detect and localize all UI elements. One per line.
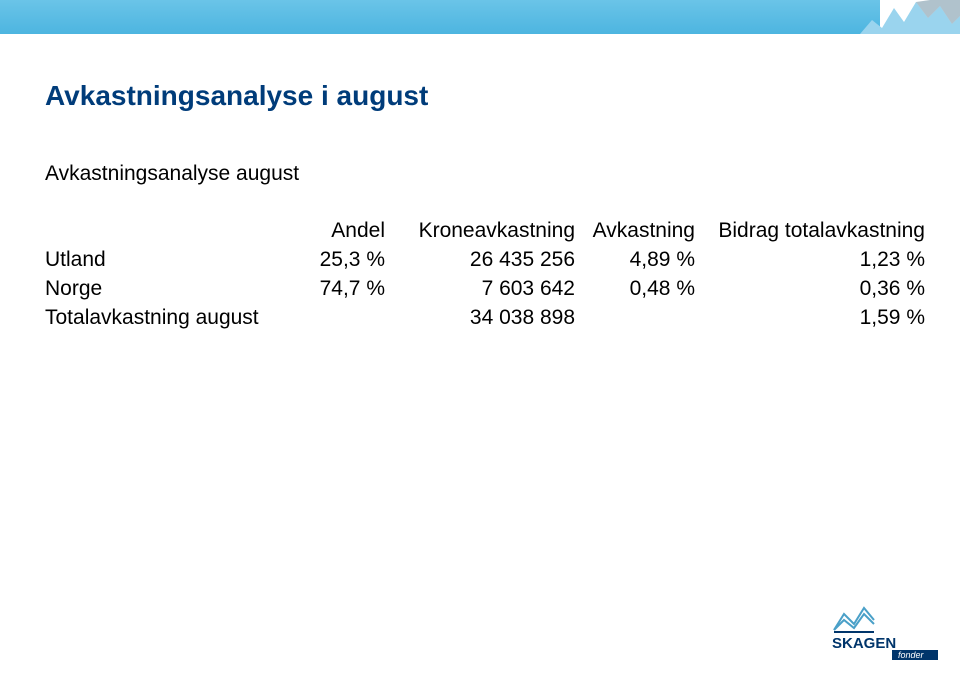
col-header-bidrag: Bidrag totalavkastning	[695, 216, 925, 245]
returns-table: Andel Kroneavkastning Avkastning Bidrag …	[45, 216, 925, 332]
logo-brand-text: SKAGEN	[832, 635, 896, 652]
cell-bidrag: 0,36 %	[695, 274, 925, 303]
col-header-andel: Andel	[305, 216, 385, 245]
col-header-krone: Kroneavkastning	[385, 216, 575, 245]
cell-krone: 7 603 642	[385, 274, 575, 303]
cell-avkastning: 0,48 %	[575, 274, 695, 303]
table-row: Utland 25,3 % 26 435 256 4,89 % 1,23 %	[45, 245, 925, 274]
table-caption: Avkastningsanalyse august	[45, 162, 299, 186]
table-header-row: Andel Kroneavkastning Avkastning Bidrag …	[45, 216, 925, 245]
cell-andel: 25,3 %	[305, 245, 385, 274]
table-row: Totalavkastning august 34 038 898 1,59 %	[45, 303, 925, 332]
col-header-blank	[45, 216, 305, 245]
cell-krone: 26 435 256	[385, 245, 575, 274]
cell-avkastning	[575, 303, 695, 332]
cell-bidrag: 1,23 %	[695, 245, 925, 274]
cell-bidrag: 1,59 %	[695, 303, 925, 332]
cell-label: Totalavkastning august	[45, 303, 305, 332]
header-mountain-icon	[860, 0, 960, 34]
page-title: Avkastningsanalyse i august	[45, 80, 428, 112]
cell-label: Norge	[45, 274, 305, 303]
cell-andel	[305, 303, 385, 332]
table-row: Norge 74,7 % 7 603 642 0,48 % 0,36 %	[45, 274, 925, 303]
col-header-avkastning: Avkastning	[575, 216, 695, 245]
header-band	[0, 0, 880, 34]
cell-krone: 34 038 898	[385, 303, 575, 332]
logo-sub-text: fonder	[898, 650, 925, 660]
cell-avkastning: 4,89 %	[575, 245, 695, 274]
cell-andel: 74,7 %	[305, 274, 385, 303]
skagen-logo: SKAGEN fonder	[830, 600, 940, 660]
cell-label: Utland	[45, 245, 305, 274]
